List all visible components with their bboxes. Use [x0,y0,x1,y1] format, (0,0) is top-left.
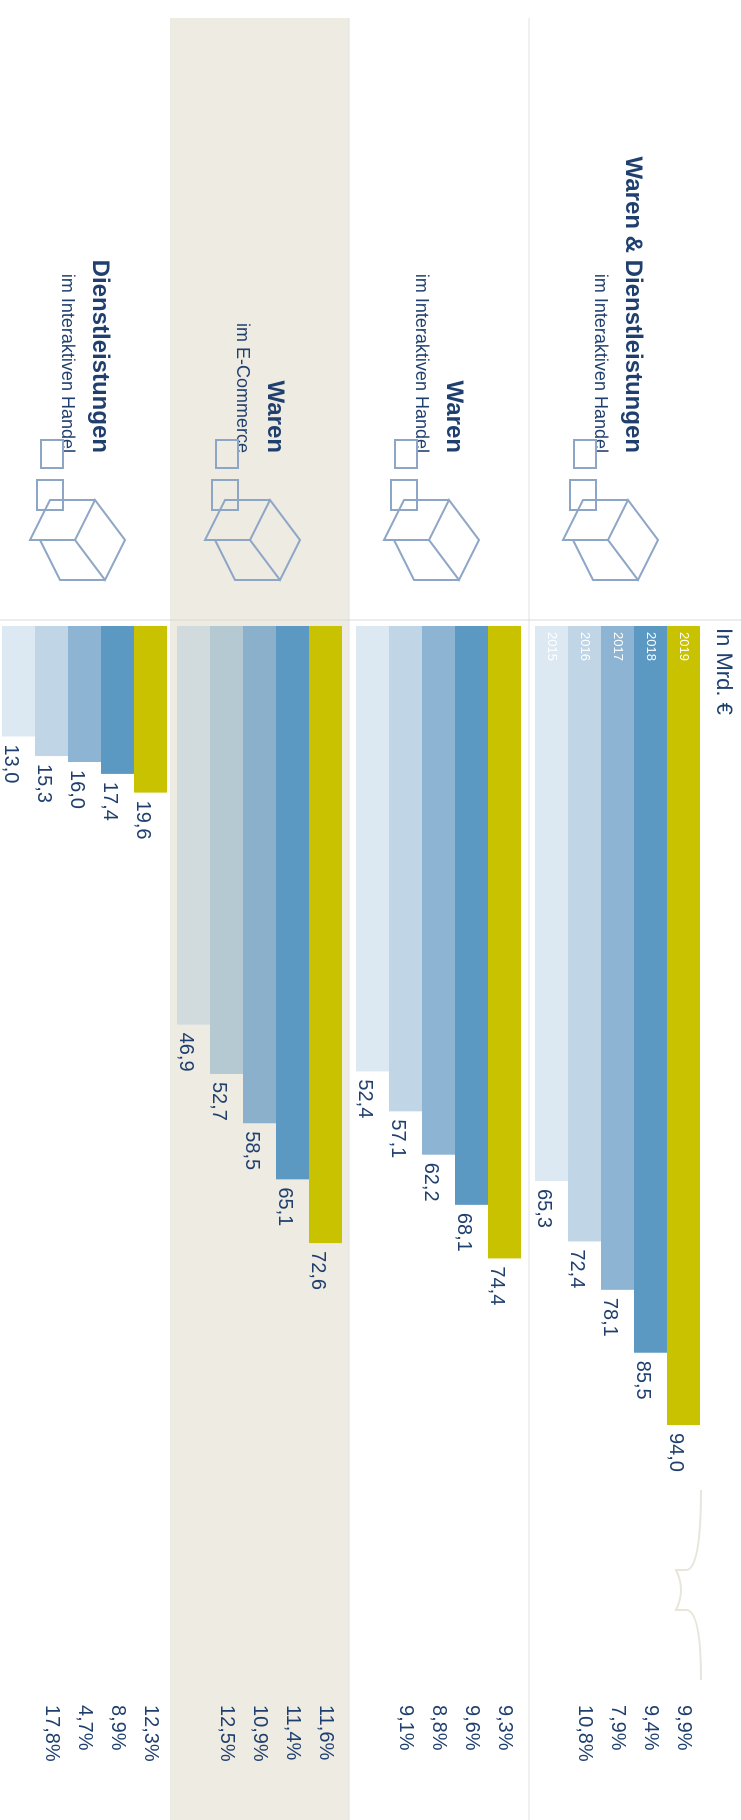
group-subtitle: im Interaktiven Handel [591,274,611,453]
bar [667,626,700,1425]
growth-label: 8,9% [107,1705,129,1751]
mail-icon [394,439,418,469]
bar [101,626,134,774]
growth-label: 10,9% [249,1705,271,1762]
year-label: 2018 [644,632,659,661]
bar [134,626,167,793]
value-label: 52,7 [208,1082,230,1121]
value-label: 85,5 [632,1361,654,1400]
box-icon [382,498,481,582]
group-subtitle: im E-Commerce [233,323,253,453]
rotated-chart: In Mrd. € Waren & Dienstleistungen im Int… [0,18,741,1820]
year-label: 2019 [677,632,692,661]
bar [568,626,601,1242]
bar [535,626,568,1182]
bar [210,626,243,1074]
bar [2,626,35,737]
bar [389,626,422,1112]
bar [35,626,68,757]
bar [356,626,389,1072]
mail-icon [215,439,239,469]
bar [309,626,342,1244]
value-label: 19,6 [132,801,154,840]
group-title: Dienstleistungen [87,260,114,453]
bar [276,626,309,1180]
box-icon [203,498,302,582]
value-label: 17,4 [99,782,121,821]
value-label: 62,2 [420,1163,442,1202]
bar [177,626,210,1025]
growth-label: 9,1% [395,1705,417,1751]
growth-label: 9,3% [494,1705,516,1751]
value-label: 46,9 [175,1033,197,1072]
value-label: 15,3 [33,764,55,803]
group-title: Waren [441,381,468,453]
group-subtitle: im Interaktiven Handel [58,274,78,453]
box-icon [28,498,127,582]
bracket [674,1489,702,1681]
value-label: 78,1 [599,1298,621,1337]
growth-label: 4,7% [74,1705,96,1751]
growth-label: 12,5% [216,1705,238,1762]
group-title: Waren [262,381,289,453]
value-label: 52,4 [354,1079,376,1118]
mail-icon [573,439,597,469]
year-label: 2017 [611,632,626,661]
cart-icon [390,479,418,511]
year-label: 2015 [545,632,560,661]
value-label: 58,5 [241,1131,263,1170]
growth-label: 11,4% [282,1705,304,1760]
growth-label: 17,8% [41,1705,63,1762]
value-label: 13,0 [0,745,22,784]
cart-icon [36,479,64,511]
value-label: 65,1 [274,1187,296,1226]
growth-label: 10,8% [574,1705,596,1762]
box-icon [561,498,660,582]
growth-label: 7,9% [607,1705,629,1751]
group-subtitle: im Interaktiven Handel [412,274,432,453]
growth-label: 9,4% [640,1705,662,1751]
value-label: 57,1 [387,1119,409,1158]
value-label: 72,6 [307,1251,329,1290]
bar [488,626,521,1259]
cart-icon [211,479,239,511]
value-label: 68,1 [453,1213,475,1252]
bar [601,626,634,1290]
bar [422,626,455,1155]
bar [243,626,276,1124]
growth-label: 9,9% [673,1705,695,1751]
value-label: 65,3 [533,1189,555,1228]
group-title: Waren & Dienstleistungen [620,157,647,453]
growth-label: 9,6% [461,1705,483,1751]
value-label: 74,4 [486,1266,508,1305]
bar [634,626,667,1353]
value-label: 72,4 [566,1249,588,1288]
growth-label: 12,3% [140,1705,162,1762]
growth-label: 8,8% [428,1705,450,1751]
value-label: 94,0 [665,1433,687,1472]
year-label: 2016 [578,632,593,661]
bar [68,626,101,762]
cart-icon [569,479,597,511]
value-label: 16,0 [66,770,88,809]
mail-icon [40,439,64,469]
growth-label: 11,6% [315,1705,337,1760]
bar [455,626,488,1205]
unit-label: In Mrd. € [712,628,737,715]
